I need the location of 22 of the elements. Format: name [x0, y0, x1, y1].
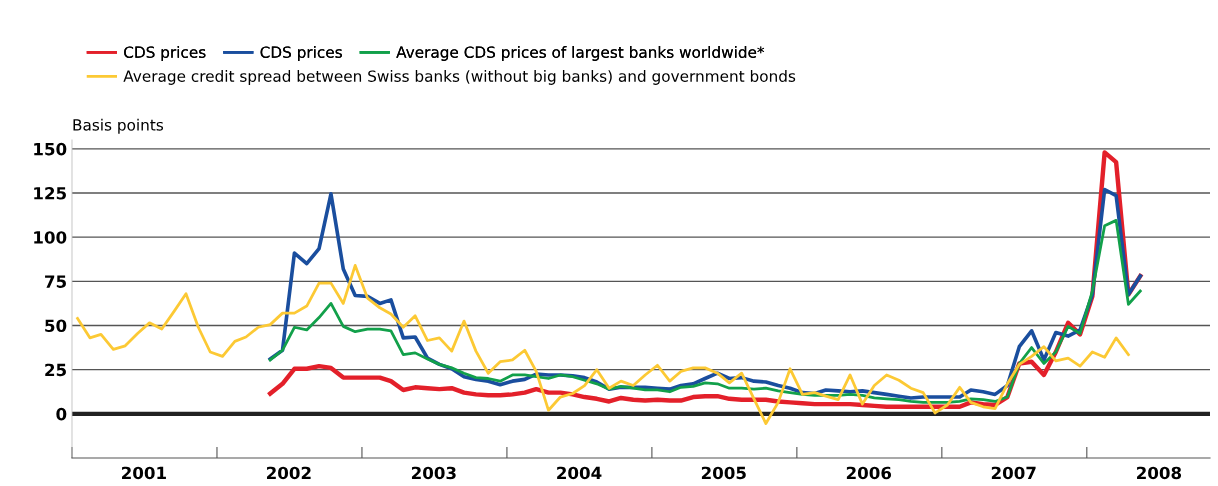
x-tick-label: 2001: [122, 466, 166, 480]
line-series: [268, 218, 1142, 404]
y-tick-label: 50: [45, 319, 67, 333]
legend-label: Average credit spread between Swiss banks (without big banks) and government bonds: [123, 70, 796, 85]
x-tick-label: 2007: [991, 466, 1036, 480]
y-tick-label: 75: [45, 275, 66, 288]
legend-label: CDS prices: [260, 46, 342, 61]
y-tick-label: 25: [45, 363, 66, 377]
y-axis-title: Basis points: [73, 118, 164, 134]
x-tick-label: 2006: [846, 466, 892, 480]
legend-label: Average CDS prices of largest banks worldwide*: [396, 46, 765, 61]
x-tick-label: 2008: [1137, 466, 1182, 480]
legend-label: CDS prices: [124, 46, 206, 61]
x-tick-label: 2004: [557, 466, 602, 480]
y-tick-label: 150: [34, 142, 67, 156]
x-tick-label: 2005: [701, 466, 746, 480]
y-tick-label: 0: [56, 407, 67, 421]
line-series: [76, 264, 1130, 425]
x-tick-label: 2003: [411, 466, 456, 480]
y-tick-label: 125: [34, 186, 66, 200]
y-tick-label: 100: [34, 231, 67, 244]
x-tick-label: 2002: [266, 466, 311, 480]
